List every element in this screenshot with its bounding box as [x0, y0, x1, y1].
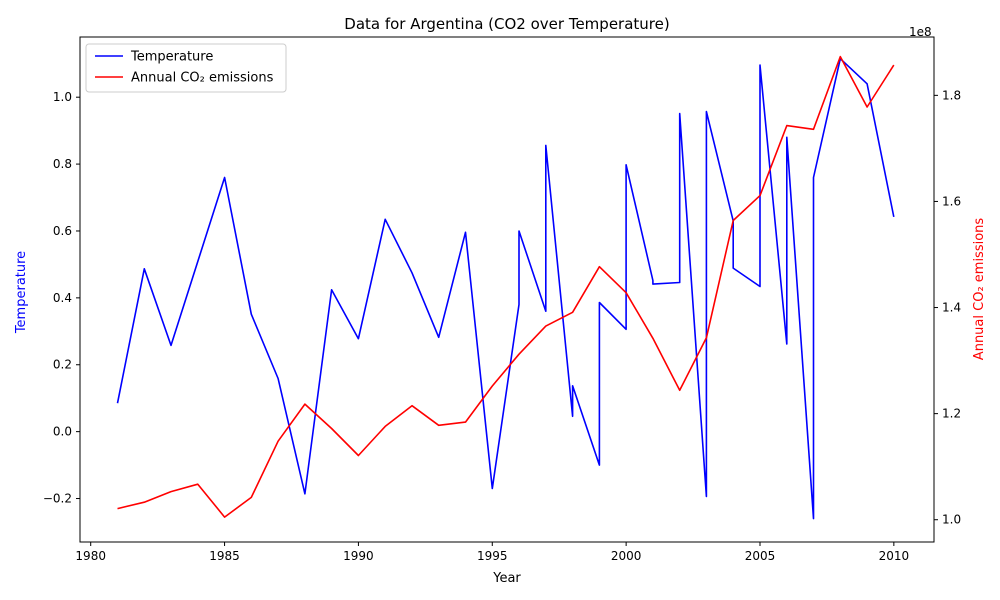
x-tick-label: 1990 — [343, 549, 374, 563]
legend: Temperature Annual CO₂ emissions — [85, 43, 287, 93]
y-left-tick-label: 0.2 — [53, 358, 72, 372]
y-left-tick-label: 0.4 — [53, 291, 72, 305]
y-axis-right-label: Annual CO₂ emissions — [972, 218, 987, 361]
y-left-tick-label: 0.6 — [53, 224, 72, 238]
plot-area — [79, 36, 935, 543]
x-tick-label: 1980 — [75, 549, 106, 563]
y-right-tick-label: 1.0 — [942, 513, 961, 527]
chart-title: Data for Argentina (CO2 over Temperature… — [344, 15, 669, 33]
legend-box — [85, 43, 287, 93]
y-axis-right: 1.0 1.2 1.4 1.6 1.8 — [934, 88, 961, 527]
legend-label-temperature: Temperature — [130, 50, 213, 65]
x-tick-label: 2000 — [611, 549, 642, 563]
x-axis-label: Year — [492, 571, 521, 586]
y-left-tick-label: 1.0 — [53, 90, 72, 104]
x-axis: 1980 1985 1990 1995 2000 2005 2010 — [75, 542, 909, 563]
y-right-tick-label: 1.6 — [942, 194, 961, 208]
y-right-tick-label: 1.8 — [942, 88, 961, 102]
series-line-co2 — [117, 55, 895, 518]
y-right-tick-label: 1.2 — [942, 407, 961, 421]
y-axis-left-label: Temperature — [14, 251, 29, 334]
x-tick-label: 2010 — [879, 549, 910, 563]
x-tick-label: 2005 — [745, 549, 776, 563]
axes-frame — [79, 36, 935, 543]
series-line-temperature — [116, 57, 895, 520]
y-axis-right-offset: 1e8 — [909, 25, 932, 39]
y-left-tick-label: 0.8 — [53, 157, 72, 171]
y-left-tick-label: −0.2 — [43, 492, 72, 506]
y-axis-left: −0.2 0.0 0.2 0.4 0.6 0.8 1.0 — [43, 90, 80, 506]
x-tick-label: 1985 — [209, 549, 240, 563]
y-left-tick-label: 0.0 — [53, 425, 72, 439]
x-tick-label: 1995 — [477, 549, 508, 563]
series-layer — [116, 55, 895, 520]
legend-label-co2: Annual CO₂ emissions — [131, 71, 274, 86]
y-right-tick-label: 1.4 — [942, 301, 961, 315]
